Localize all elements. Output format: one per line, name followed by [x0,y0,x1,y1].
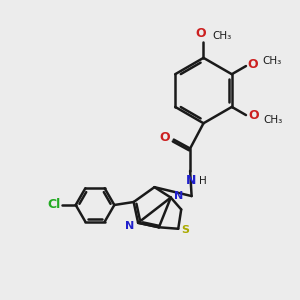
Text: CH₃: CH₃ [262,56,282,66]
Text: CH₃: CH₃ [263,115,283,124]
Text: H: H [199,176,207,186]
Text: O: O [160,131,170,144]
Text: N: N [185,174,196,188]
Text: N: N [174,191,184,201]
Text: Cl: Cl [48,199,61,212]
Text: CH₃: CH₃ [212,31,232,40]
Text: O: O [196,27,206,40]
Text: O: O [248,58,258,71]
Text: O: O [248,109,259,122]
Text: S: S [181,225,189,235]
Text: N: N [125,221,134,231]
